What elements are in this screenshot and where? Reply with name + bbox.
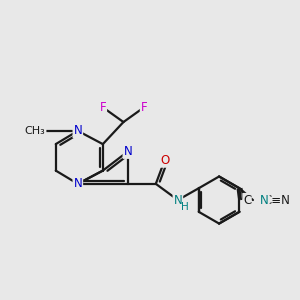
Text: F: F: [100, 101, 106, 114]
Text: N: N: [260, 194, 269, 206]
Text: N: N: [173, 194, 182, 206]
Text: N: N: [74, 124, 82, 137]
Text: H: H: [182, 202, 189, 212]
Text: CH₃: CH₃: [25, 126, 46, 136]
Text: O: O: [160, 154, 169, 167]
Text: F: F: [141, 101, 147, 114]
Text: C≡N: C≡N: [263, 194, 290, 206]
Text: N: N: [74, 177, 82, 190]
Text: C: C: [243, 194, 251, 206]
Text: N: N: [124, 145, 132, 158]
